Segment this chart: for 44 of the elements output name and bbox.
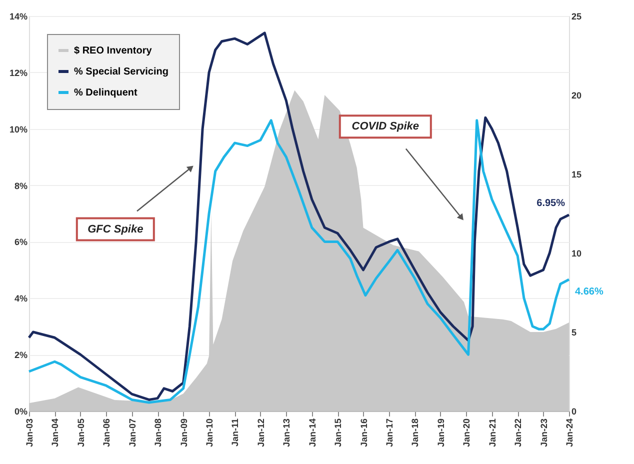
annotation: GFC Spike xyxy=(88,223,144,236)
line-series xyxy=(28,32,570,401)
y2-tick-label: 15 xyxy=(572,170,582,180)
y2-tick-label: 5 xyxy=(572,328,577,338)
x-tick-label: Jan-04 xyxy=(50,418,60,448)
x-tick-label: Jan-21 xyxy=(487,418,498,448)
y-tick-label: 12% xyxy=(9,68,28,78)
x-tick-label: Jan-12 xyxy=(256,418,266,448)
x-tick-label: Jan-11 xyxy=(230,418,240,447)
y-tick-label: 14% xyxy=(9,12,28,22)
x-tick-label: Jan-15 xyxy=(333,418,344,448)
legend-label: $ REO Inventory xyxy=(74,46,152,56)
x-tick-label: Jan-18 xyxy=(410,418,420,448)
x-tick-label: Jan-06 xyxy=(102,418,112,448)
legend-label: % Special Servicing xyxy=(74,66,168,78)
annotation: 6.95% xyxy=(536,198,566,209)
x-tick-label: Jan-22 xyxy=(513,418,524,448)
y-tick-label: 4% xyxy=(14,294,28,304)
annotation: 4.66% xyxy=(575,286,604,298)
x-tick-label: Jan-23 xyxy=(538,418,549,448)
y-tick-label: 2% xyxy=(14,350,28,360)
y-tick-label: 0% xyxy=(14,406,28,416)
y2-tick-label: 0 xyxy=(572,406,577,416)
x-tick-label: Jan-19 xyxy=(436,418,446,448)
legend-label: % Delinquent xyxy=(74,88,138,98)
y2-tick-label: 10 xyxy=(572,248,582,258)
x-tick-label: Jan-10 xyxy=(204,418,215,448)
x-tick-label: Jan-05 xyxy=(76,418,86,448)
x-tick-label: Jan-24 xyxy=(564,418,574,448)
annotation: COVID Spike xyxy=(352,120,420,133)
x-tick-label: Jan-16 xyxy=(358,418,369,448)
y2-tick-label: 25 xyxy=(572,12,582,22)
x-tick-label: Jan-03 xyxy=(24,418,34,448)
y-tick-label: 6% xyxy=(14,237,28,248)
x-tick-label: Jan-08 xyxy=(153,418,164,448)
x-tick-label: Jan-14 xyxy=(307,418,318,448)
x-tick-label: Jan-07 xyxy=(127,418,138,448)
x-tick-label: Jan-17 xyxy=(384,418,395,448)
y-tick-label: 10% xyxy=(9,124,28,134)
x-tick-label: Jan-13 xyxy=(282,418,292,448)
y-tick-label: 8% xyxy=(14,180,28,191)
y2-tick-label: 20 xyxy=(572,90,582,100)
x-tick-label: Jan-20 xyxy=(462,418,472,448)
x-tick-label: Jan-09 xyxy=(178,418,189,448)
